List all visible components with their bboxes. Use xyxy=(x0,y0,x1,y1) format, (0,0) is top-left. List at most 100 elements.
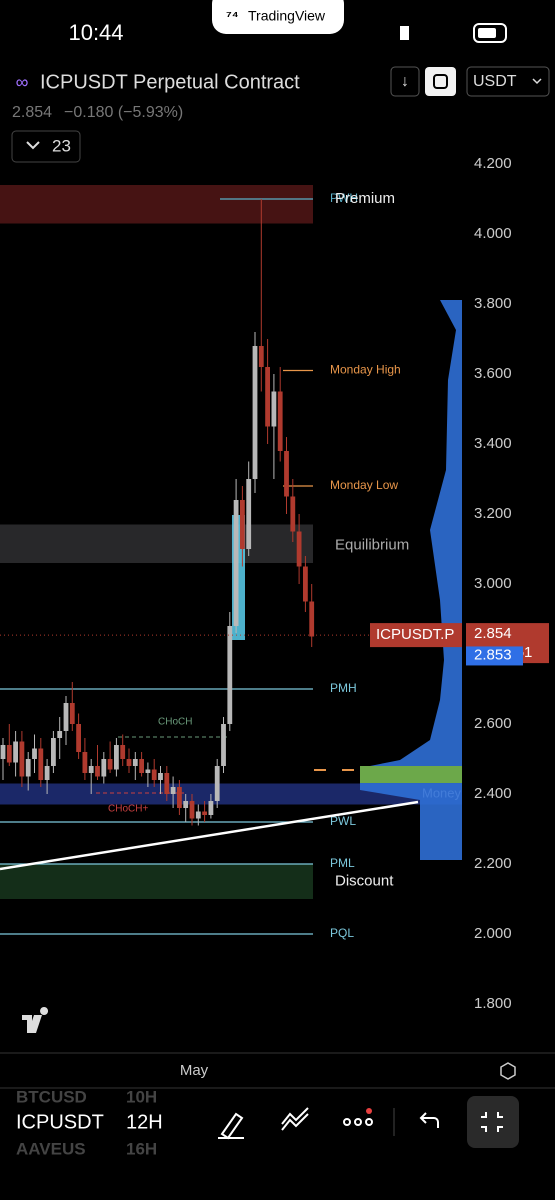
annotation: CHoCH+ xyxy=(108,804,148,815)
last-price-label: 2.854 xyxy=(474,625,512,642)
candle-body xyxy=(51,738,56,766)
candle-body xyxy=(258,346,264,367)
y-tick-label: 2.200 xyxy=(474,855,512,872)
currency-select[interactable] xyxy=(466,66,550,97)
bid-price-label: 2.853 xyxy=(474,646,512,663)
candle-body xyxy=(25,759,31,777)
brand-pill xyxy=(212,0,344,34)
chevron xyxy=(26,141,40,150)
brand: TradingView xyxy=(248,8,326,24)
candle-body xyxy=(13,741,18,763)
signal xyxy=(400,26,409,40)
level-label: Monday Low xyxy=(330,478,398,492)
undo[interactable] xyxy=(419,1112,439,1128)
change: −0.180 (−5.93%) xyxy=(64,104,183,121)
indicator-count: 23 xyxy=(52,136,71,155)
candle-body xyxy=(107,759,113,770)
zone xyxy=(0,783,462,805)
battery xyxy=(473,23,507,43)
annotation: CHoCH xyxy=(158,717,192,728)
level-label: Monday High xyxy=(330,363,401,377)
sync-button[interactable] xyxy=(425,67,456,96)
y-tick-label: 3.600 xyxy=(474,365,512,382)
y-tick-label: 3.800 xyxy=(474,295,512,312)
more-tool[interactable] xyxy=(343,1118,373,1126)
clock: 10:44 xyxy=(68,20,123,45)
candle-body xyxy=(76,724,81,752)
candle-body xyxy=(183,801,189,808)
symbol-current[interactable]: ICPUSDT xyxy=(16,1111,104,1133)
candle-body xyxy=(296,531,302,567)
candle-body xyxy=(151,769,157,780)
zone xyxy=(0,524,313,563)
candle-body xyxy=(114,745,119,770)
candle-body xyxy=(277,391,283,451)
draw-tool[interactable] xyxy=(218,1112,244,1140)
sync-icon xyxy=(433,74,448,89)
y-tick-label: 3.000 xyxy=(474,575,512,592)
interval-option[interactable]: 10H xyxy=(126,1087,157,1106)
brand-logo: ⁷⁴ xyxy=(226,8,239,24)
price-tag xyxy=(370,623,462,648)
symbol-option[interactable]: BTCUSD xyxy=(16,1087,87,1106)
battery-level xyxy=(478,28,496,38)
candle-body xyxy=(6,745,12,763)
y-tick-label: 4.000 xyxy=(474,225,512,242)
zone xyxy=(0,864,313,899)
symbol-option[interactable]: AAVEUS xyxy=(16,1139,86,1158)
volume-profile xyxy=(360,300,462,860)
candle-body xyxy=(69,703,75,724)
x-tick-label: May xyxy=(180,1062,209,1079)
volume-poc xyxy=(360,766,462,783)
y-tick-label: 4.200 xyxy=(474,155,512,172)
candle-body xyxy=(32,748,37,759)
bid-tag xyxy=(466,646,523,666)
level-label: PQL xyxy=(330,926,354,940)
symbol-title: ICPUSDT Perpetual Contract xyxy=(40,71,300,93)
candle-body xyxy=(189,801,195,819)
candle-body xyxy=(252,346,258,479)
candle-body xyxy=(214,766,220,801)
down-icon: ↓ xyxy=(401,73,409,90)
price-tag-symbol: ICPUSDT.P xyxy=(376,626,454,643)
candle-body xyxy=(221,724,226,766)
candle-body xyxy=(0,745,6,759)
trend-tool[interactable] xyxy=(281,1107,309,1131)
candle-body xyxy=(57,731,63,738)
candle-body xyxy=(290,496,296,532)
candle-body xyxy=(164,773,170,794)
y-tick-label: 3.400 xyxy=(474,435,512,452)
candle-body xyxy=(265,367,270,427)
down-button[interactable] xyxy=(390,66,420,97)
y-tick-label: 2.600 xyxy=(474,715,512,732)
zone-label: Equilibrium xyxy=(335,536,409,553)
candle-body xyxy=(38,748,44,780)
candle-body xyxy=(139,759,144,773)
candle-body xyxy=(63,703,69,731)
settings-icon[interactable] xyxy=(500,1062,516,1080)
candle-body xyxy=(202,811,207,815)
indicator-toggle[interactable] xyxy=(11,130,81,163)
candle-body xyxy=(82,752,88,773)
candle-body xyxy=(95,766,100,777)
symbol-icon: ∞ xyxy=(16,72,29,92)
candle-body xyxy=(19,741,25,777)
y-tick-label: 2.000 xyxy=(474,925,512,942)
candle-body xyxy=(158,773,163,780)
zone-label: Discount xyxy=(335,872,394,889)
candle-body xyxy=(303,566,308,602)
candle-body xyxy=(44,766,50,780)
y-tick-label: 3.200 xyxy=(474,505,512,522)
interval-option[interactable]: 16H xyxy=(126,1139,157,1158)
fullscreen-button[interactable] xyxy=(467,1096,519,1148)
currency: USDT xyxy=(473,73,517,90)
trend-line xyxy=(0,800,419,871)
interval-current[interactable]: 12H xyxy=(126,1111,163,1133)
badge xyxy=(366,1108,372,1114)
zone-label: Premium xyxy=(335,190,395,207)
last-price: 2.854 xyxy=(12,104,52,121)
candle-body xyxy=(88,766,94,773)
candle-body xyxy=(132,759,138,766)
